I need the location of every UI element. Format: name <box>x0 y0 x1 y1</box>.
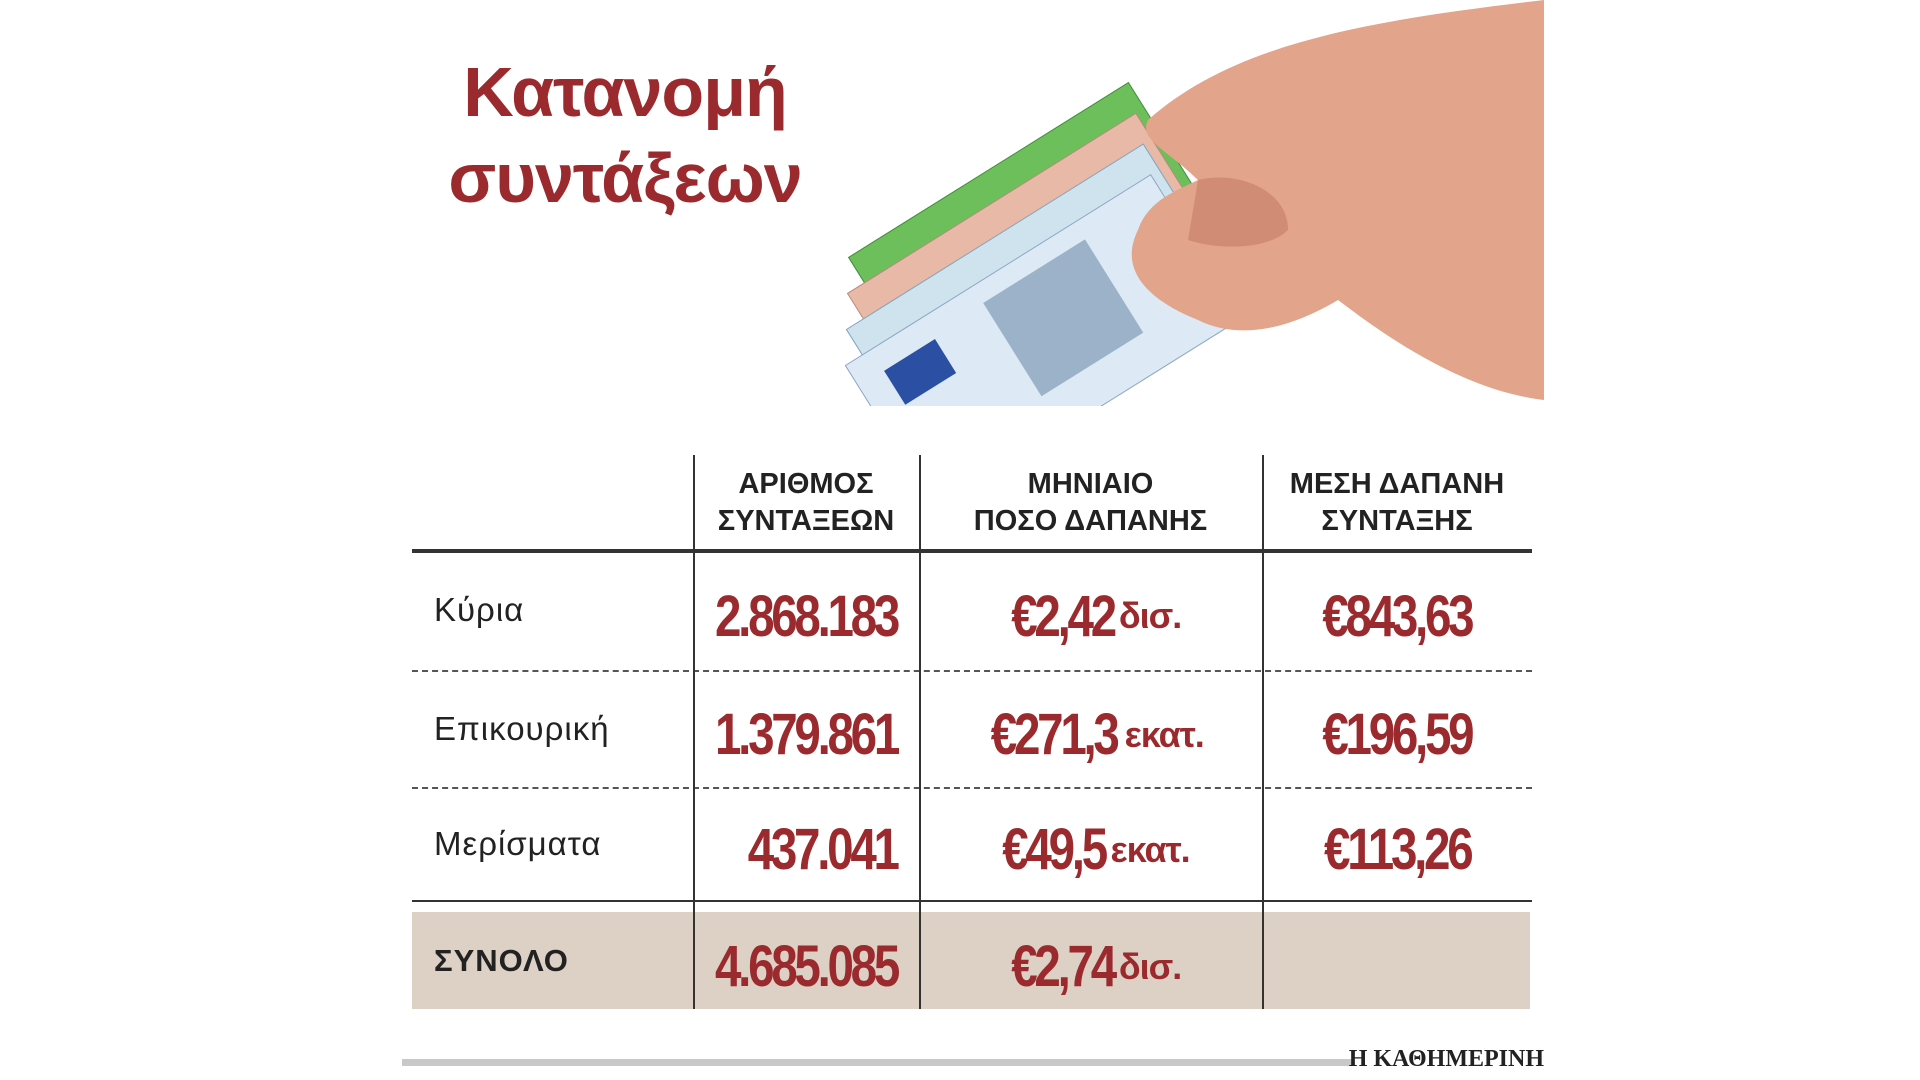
unit: εκατ. <box>1124 713 1205 755</box>
header-line: ΣΥΝΤΑΞΗΣ <box>1321 504 1473 537</box>
value-cell: 437.041 <box>693 793 919 906</box>
value-cell: €271,3 εκατ. <box>919 676 1262 793</box>
header-line: ΜΗΝΙΑΙΟ <box>1027 467 1154 500</box>
source: Η ΚΑΘΗΜΕΡΙΝΗ <box>1348 1046 1544 1072</box>
header-line: ΜΕΣΗ ΔΑΠΑΝΗ <box>1289 467 1505 500</box>
value-cell: 1.379.861 <box>693 676 919 793</box>
amount: 1.379.861 <box>714 702 900 767</box>
header-cell: ΜΕΣΗ ΔΑΠΑΝΗ ΣΥΝΤΑΞΗΣ <box>1262 455 1532 550</box>
footer-rule <box>402 1059 1352 1066</box>
value-cell: €2,42 δισ. <box>919 556 1262 676</box>
header-rule <box>412 549 1532 553</box>
row-label: Μερίσματα <box>434 824 602 862</box>
column-divider <box>919 455 921 1009</box>
column-divider <box>1262 455 1264 1009</box>
amount: €49,5 <box>1002 817 1109 882</box>
amount: 4.685.085 <box>714 934 900 999</box>
value-cell: €843,63 <box>1262 556 1532 676</box>
header-cell: ΑΡΙΘΜΟΣ ΣΥΝΤΑΞΕΩΝ <box>693 455 919 550</box>
amount: €2,42 <box>1010 583 1117 649</box>
amount: 2.868.183 <box>714 583 900 649</box>
title-line: συντάξεων <box>448 139 802 217</box>
value-cell: 4.685.085 <box>693 918 919 1015</box>
money-photo <box>844 0 1544 406</box>
amount: €113,26 <box>1323 817 1474 882</box>
row-separator <box>412 787 1532 789</box>
unit: εκατ. <box>1110 828 1190 870</box>
row-label: Επικουρική <box>434 709 610 747</box>
value-cell: €2,74 δισ. <box>919 918 1262 1015</box>
title-line: Κατανομή <box>463 53 788 131</box>
amount: €196,59 <box>1322 702 1475 767</box>
value-cell: €196,59 <box>1262 676 1532 793</box>
column-divider <box>693 455 695 1009</box>
header-line: ΠΟΣΟ ΔΑΠΑΝΗΣ <box>973 504 1208 537</box>
amount: €2,74 <box>1010 934 1117 999</box>
amount: €271,3 <box>991 702 1120 767</box>
amount: 437.041 <box>748 817 900 882</box>
value-cell: €113,26 <box>1262 793 1532 906</box>
total-background <box>412 912 1530 1009</box>
amount: €843,63 <box>1322 583 1475 649</box>
value-cell: 2.868.183 <box>693 556 919 676</box>
body-bottom-rule <box>412 900 1532 902</box>
unit: δισ. <box>1118 945 1182 987</box>
unit: δισ. <box>1118 595 1182 636</box>
header-line: ΑΡΙΘΜΟΣ <box>738 467 874 500</box>
value-cell: €49,5 εκατ. <box>919 793 1262 906</box>
row-label: Κύρια <box>434 591 525 628</box>
header-cell: ΜΗΝΙΑΙΟ ΠΟΣΟ ΔΑΠΑΝΗΣ <box>919 455 1262 550</box>
row-label: ΣΥΝΟΛΟ <box>434 942 569 978</box>
header-line: ΣΥΝΤΑΞΕΩΝ <box>717 504 895 537</box>
row-separator <box>412 670 1532 672</box>
